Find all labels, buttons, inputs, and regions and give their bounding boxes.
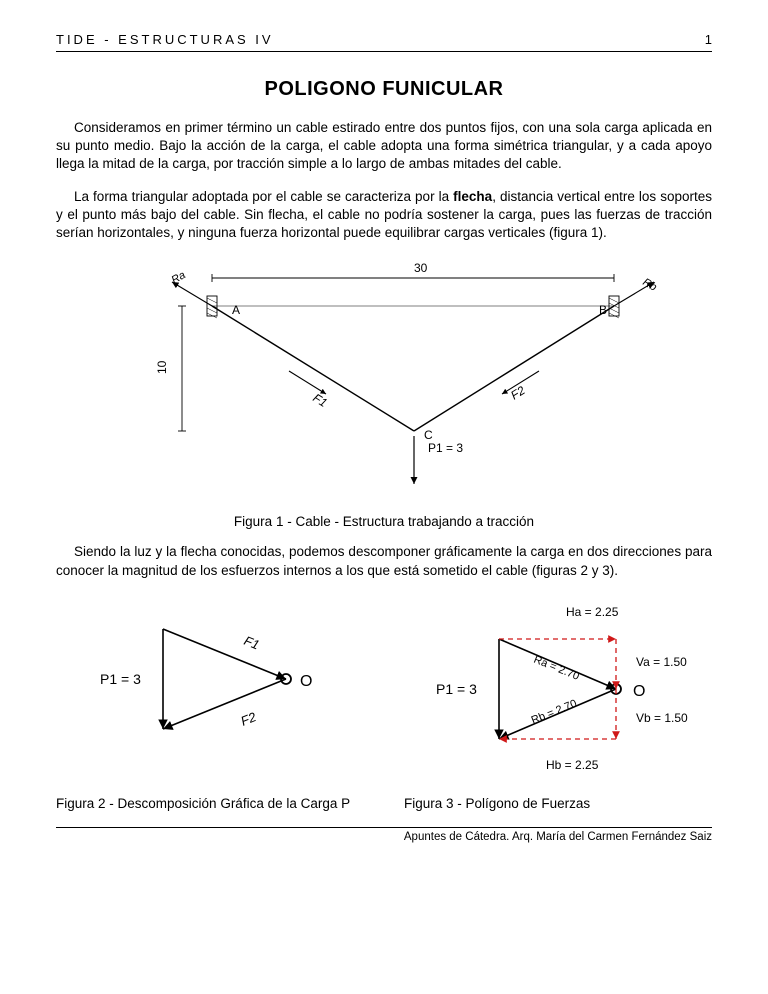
svg-text:Hb = 2.25: Hb = 2.25 [546, 758, 599, 772]
figure-3-diagram: P1 = 3 Ra = 2.70 Rb = 2.70 O Ha = 2.25 Hb = 2… [391, 594, 711, 784]
page-header: TIDE - ESTRUCTURAS IV 1 [56, 32, 712, 52]
figures-2-3-row: P1 = 3 F1 F2 O P1 = 3 Ra = 2.70 Rb = 2.70 O Ha … [56, 594, 712, 784]
figures-2-3-captions: Figura 2 - Descomposición Gráfica de la … [56, 790, 712, 811]
svg-text:P1 = 3: P1 = 3 [100, 671, 141, 687]
svg-text:Rb: Rb [641, 277, 659, 294]
paragraph-1: Consideramos en primer término un cable … [56, 119, 712, 174]
svg-text:F1: F1 [310, 391, 329, 410]
svg-text:Va = 1.50: Va = 1.50 [636, 655, 687, 669]
svg-text:F2: F2 [508, 383, 528, 402]
page-number: 1 [705, 32, 712, 47]
svg-text:P1 = 3: P1 = 3 [428, 441, 463, 455]
figure-2-caption: Figura 2 - Descomposición Gráfica de la … [56, 796, 364, 811]
svg-text:C: C [424, 428, 433, 442]
figure-2-diagram: P1 = 3 F1 F2 O [68, 594, 368, 764]
svg-text:10: 10 [155, 361, 169, 375]
main-title: POLIGONO FUNICULAR [56, 78, 712, 101]
paragraph-2: La forma triangular adoptada por el cabl… [56, 188, 712, 243]
page: TIDE - ESTRUCTURAS IV 1 POLIGONO FUNICUL… [0, 0, 768, 994]
paragraph-3: Siendo la luz y la flecha conocidas, pod… [56, 543, 712, 579]
figure-3-caption: Figura 3 - Polígono de Fuerzas [374, 796, 712, 811]
svg-text:O: O [633, 683, 645, 700]
svg-text:P1 = 3: P1 = 3 [436, 681, 477, 697]
svg-text:F2: F2 [238, 709, 258, 729]
figure-3-col: P1 = 3 Ra = 2.70 Rb = 2.70 O Ha = 2.25 Hb = 2… [389, 594, 712, 784]
svg-text:Vb = 1.50: Vb = 1.50 [636, 711, 688, 725]
svg-text:Ra = 2.70: Ra = 2.70 [531, 653, 580, 682]
figure-1-wrap: 3010ABCRaRbF1F2P1 = 3 [56, 256, 712, 506]
svg-text:Ra: Ra [170, 269, 188, 286]
figure-2-col: P1 = 3 F1 F2 O [56, 594, 379, 784]
svg-text:Rb = 2.70: Rb = 2.70 [529, 697, 578, 726]
svg-text:30: 30 [414, 261, 428, 275]
footer-text: Apuntes de Cátedra. Arq. María del Carme… [56, 828, 712, 843]
para2-bold: flecha [453, 189, 492, 204]
figure-1-diagram: 3010ABCRaRbF1F2P1 = 3 [94, 256, 674, 506]
figure-1-caption: Figura 1 - Cable - Estructura trabajando… [56, 514, 712, 529]
para2-a: La forma triangular adoptada por el cabl… [74, 189, 453, 204]
svg-text:Ha = 2.25: Ha = 2.25 [566, 605, 619, 619]
svg-text:A: A [232, 303, 240, 317]
svg-text:F1: F1 [241, 633, 261, 653]
course-title: TIDE - ESTRUCTURAS IV [56, 32, 274, 47]
svg-text:O: O [300, 673, 312, 690]
